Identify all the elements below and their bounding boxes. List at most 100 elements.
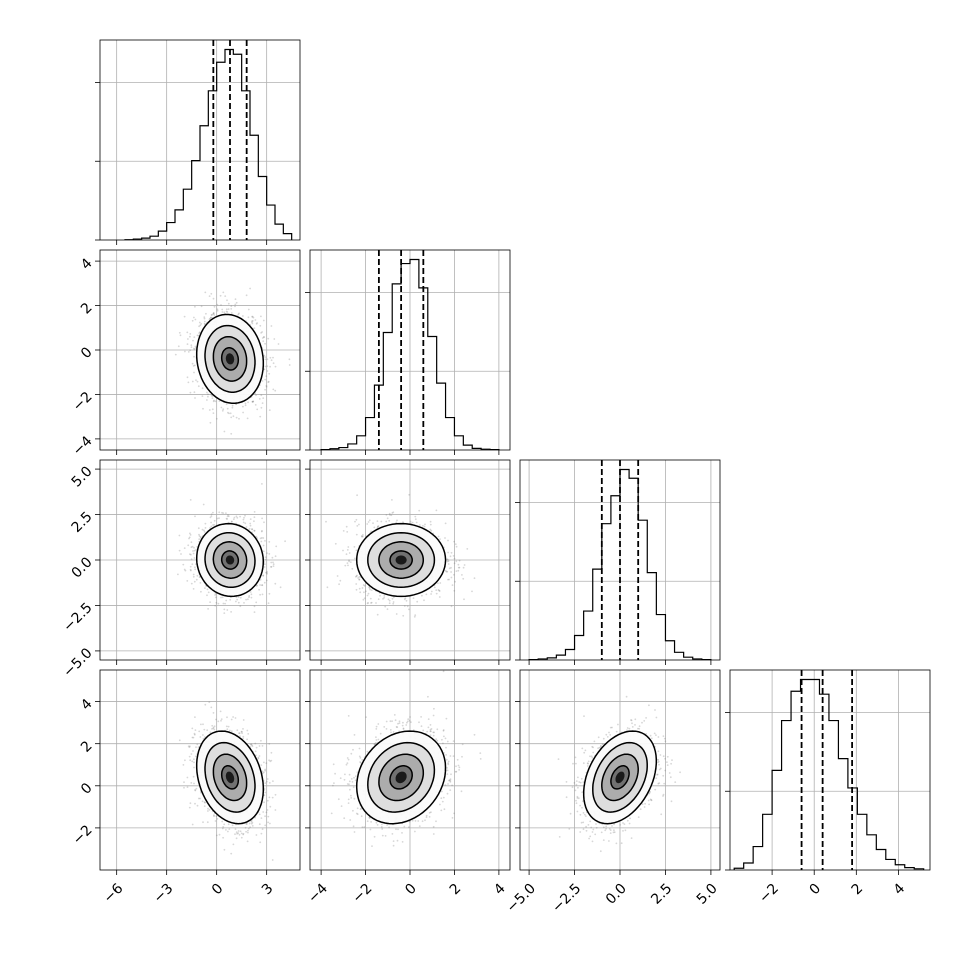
scatter-dot (190, 546, 193, 549)
scatter-dot (355, 518, 358, 521)
scatter-dot (222, 512, 225, 514)
scatter-dot (193, 316, 195, 319)
scatter-dot (189, 349, 192, 352)
scatter-dot (356, 494, 358, 497)
scatter-dot (204, 527, 207, 529)
scatter-dot (380, 520, 383, 523)
scatter-dot (245, 598, 248, 601)
scatter-dot (194, 568, 197, 571)
scatter-dot (416, 600, 419, 603)
scatter-dot (248, 527, 251, 530)
scatter-dot (377, 525, 380, 527)
scatter-dot (212, 400, 215, 403)
scatter-dot (267, 380, 270, 383)
scatter-dot (239, 515, 242, 518)
scatter-dot (348, 559, 350, 562)
scatter-dot (447, 539, 449, 542)
scatter-dot (205, 312, 207, 315)
scatter-dot (209, 516, 212, 519)
scatter-dot (194, 305, 196, 308)
scatter-dot (198, 325, 201, 328)
scatter-dot (222, 602, 225, 605)
scatter-dot (202, 407, 204, 410)
scatter-dot (260, 394, 263, 397)
scatter-dot (262, 397, 265, 399)
scatter-dot (230, 305, 233, 308)
density-peak (225, 555, 235, 565)
scatter-dot (447, 563, 450, 565)
scatter-dot (203, 320, 206, 323)
contour-line (195, 313, 265, 405)
scatter-dot (178, 549, 181, 552)
scatter-dot (235, 301, 238, 304)
scatter-dot (264, 540, 266, 542)
scatter-dot (258, 588, 260, 591)
scatter-dot (263, 336, 265, 338)
scatter-dot (454, 580, 456, 583)
panel-plot-area (730, 670, 930, 870)
scatter-dot (334, 542, 337, 545)
scatter-dot (187, 544, 190, 547)
scatter-dot (446, 560, 449, 563)
scatter-dot (270, 325, 273, 327)
scatter-dot (358, 578, 361, 581)
scatter-dot (249, 522, 252, 525)
scatter-dot (262, 319, 265, 322)
scatter-dot (388, 512, 391, 515)
scatter-dot (430, 590, 433, 593)
scatter-dot (183, 568, 186, 571)
scatter-dot (414, 614, 417, 617)
scatter-dot (325, 520, 327, 523)
scatter-dot (233, 516, 236, 519)
scatter-dot (190, 346, 193, 349)
scatter-dot (264, 358, 267, 361)
density-peak (395, 555, 407, 565)
scatter-dot (395, 613, 398, 615)
scatter-dot (439, 538, 441, 540)
scatter-dot (261, 337, 264, 339)
scatter-dot (414, 518, 417, 521)
scatter-dot (242, 405, 244, 408)
scatter-dot (368, 587, 371, 590)
scatter-dot (423, 525, 426, 528)
scatter-dot (437, 589, 440, 591)
scatter-dot (251, 322, 254, 325)
scatter-dot (392, 601, 395, 603)
scatter-dot (255, 394, 257, 397)
scatter-dot (259, 324, 262, 327)
scatter-dot (230, 312, 233, 314)
y-tick-label: −2.5 (60, 600, 95, 635)
scatter-dot (262, 575, 265, 577)
scatter-dot (226, 609, 229, 611)
scatter-dot (402, 521, 404, 524)
scatter-dot (455, 545, 458, 548)
scatter-dot (265, 375, 268, 378)
scatter-dot (203, 322, 206, 325)
contour-line (195, 522, 265, 598)
scatter-dot (179, 334, 182, 337)
scatter-dot (288, 364, 291, 366)
scatter-dot (223, 430, 226, 433)
scatter-dot (466, 548, 469, 550)
scatter-dot (250, 596, 253, 599)
scatter-dot (403, 605, 406, 607)
scatter-dot (367, 521, 370, 523)
scatter-dot (251, 321, 253, 324)
scatter-dot (265, 579, 268, 582)
contour-line (204, 324, 256, 393)
scatter-dot (194, 515, 196, 518)
scatter-dot (363, 591, 365, 594)
scatter-dot (462, 577, 465, 580)
histogram-steps (124, 48, 293, 240)
histogram-panel-0 (95, 39, 301, 245)
scatter-dot (253, 516, 256, 519)
scatter-dot (212, 412, 215, 414)
scatter-dot (254, 319, 257, 321)
scatter-dot (224, 602, 227, 605)
scatter-dot (189, 532, 191, 535)
scatter-dot (214, 400, 217, 403)
scatter-dot (239, 605, 242, 608)
scatter-dot (444, 522, 447, 525)
histogram-panel-3 (725, 669, 931, 875)
scatter-dot (194, 345, 197, 348)
